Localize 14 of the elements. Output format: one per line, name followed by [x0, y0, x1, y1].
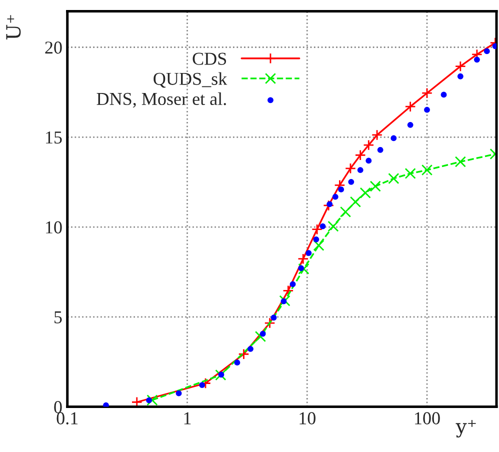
legend-label: DNS, Moser et al. [96, 92, 226, 108]
x-tick-label: 100 [415, 412, 440, 424]
x-axis-title: y⁺ [456, 420, 476, 438]
x-tick-label: 0.1 [56, 412, 78, 424]
legend-label: CDS [192, 52, 226, 65]
y-tick-label: 20 [45, 42, 62, 54]
x-tick-label: 10 [300, 412, 316, 424]
y-axis-title: U⁺ [6, 15, 21, 40]
legend-label: QUDS_sk [154, 72, 228, 88]
y-tick-label: 10 [46, 221, 62, 234]
x-tick-label: 1 [184, 412, 191, 424]
y-tick-label: 5 [54, 311, 62, 324]
y-tick-label: 15 [46, 131, 62, 144]
y-tick-label: 0 [54, 401, 62, 414]
